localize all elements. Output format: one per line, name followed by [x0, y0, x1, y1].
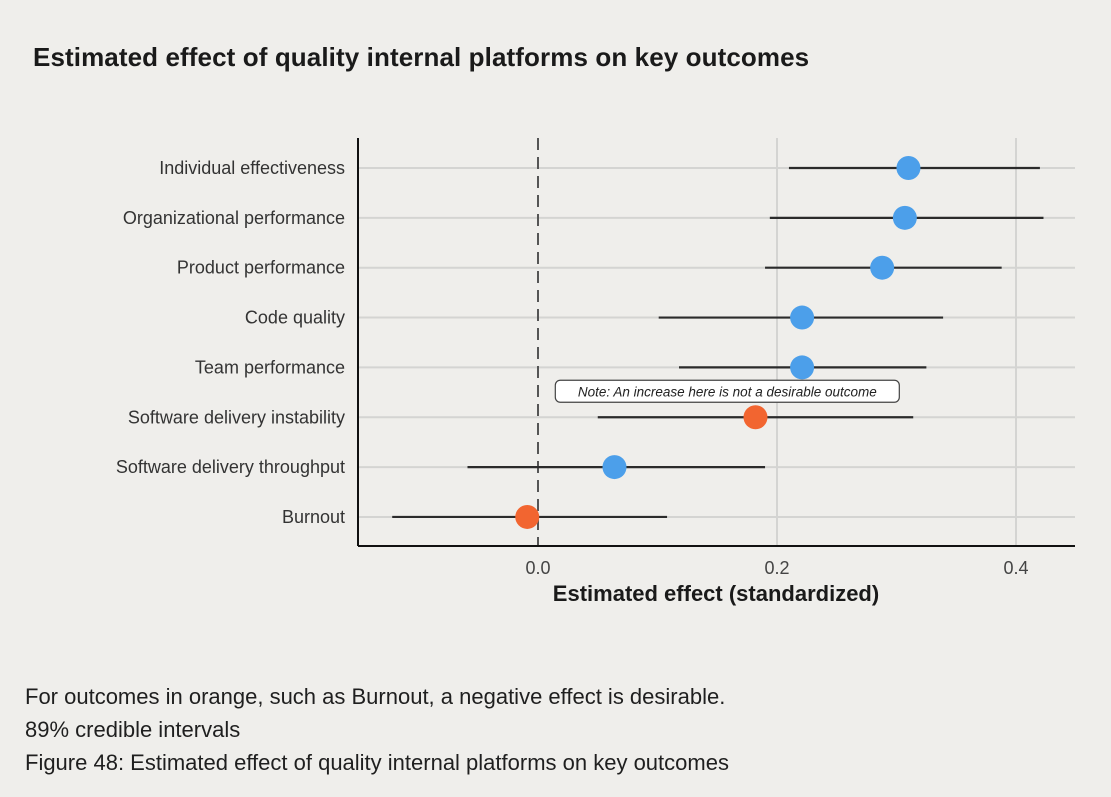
estimate-point [602, 455, 627, 480]
x-axis-label: Estimated effect (standardized) [553, 581, 879, 606]
chart-title: Estimated effect of quality internal pla… [33, 42, 810, 72]
row-label: Code quality [245, 308, 345, 328]
estimate-point [743, 405, 768, 430]
footnote-credible-intervals: 89% credible intervals [25, 717, 241, 742]
annotation-box [554, 379, 900, 403]
estimate-point [896, 156, 921, 180]
row-label: Software delivery throughput [116, 457, 345, 477]
estimate-point [892, 205, 917, 230]
x-tick-label: 0.0 [525, 558, 550, 578]
x-tick-label: 0.4 [1003, 558, 1028, 578]
estimate-point [515, 504, 540, 529]
estimate-point [790, 355, 815, 380]
x-tick-label: 0.2 [764, 558, 789, 578]
row-label: Burnout [282, 507, 345, 527]
row-label: Team performance [195, 357, 345, 377]
forest-plot: Individual effectiveness Organizational p… [116, 138, 1075, 606]
estimate-point [870, 255, 895, 280]
row-label: Software delivery instability [128, 407, 345, 427]
footnote-orange-outcomes: For outcomes in orange, such as Burnout,… [25, 684, 726, 709]
figure-caption: Figure 48: Estimated effect of quality i… [25, 750, 729, 775]
footnotes: For outcomes in orange, such as Burnout,… [25, 680, 729, 779]
row-label: Organizational performance [123, 208, 345, 228]
row-label: Product performance [177, 258, 345, 278]
annotation-note: Note: An increase here is not a desirabl… [578, 384, 877, 399]
estimate-point [790, 305, 815, 330]
row-label: Individual effectiveness [159, 158, 345, 178]
